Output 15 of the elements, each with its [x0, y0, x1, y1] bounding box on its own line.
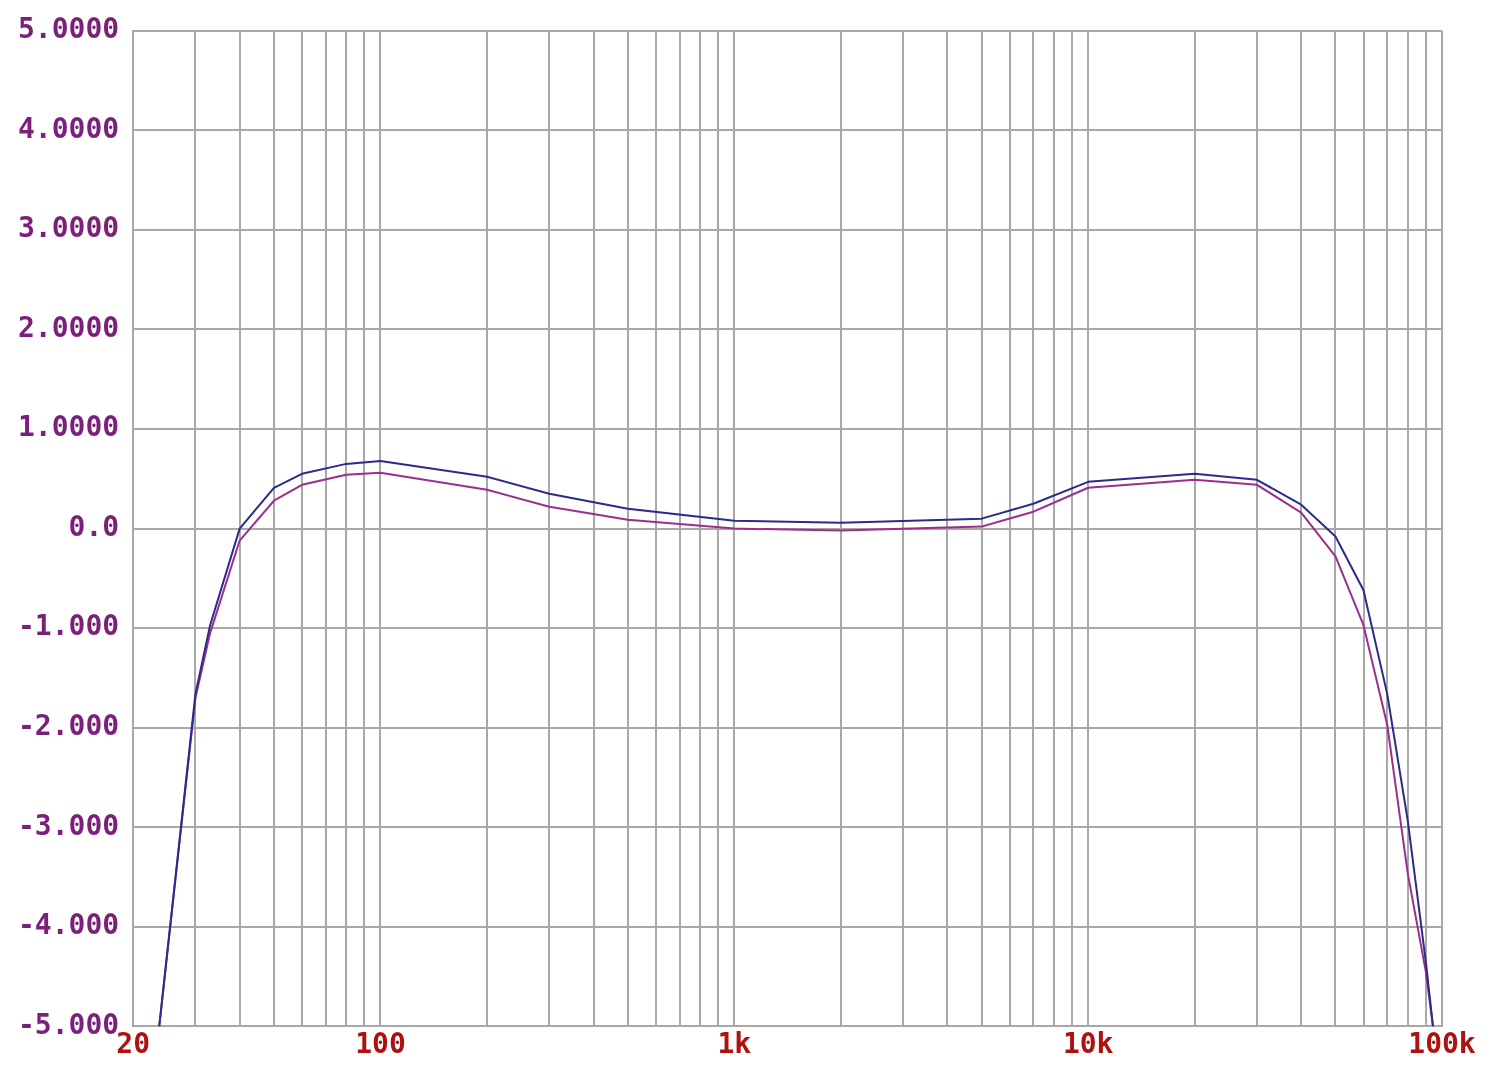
y-tick-label: -1.000	[17, 609, 120, 643]
x-tick-label: 100	[355, 1027, 406, 1061]
y-tick-label: 0.0	[68, 509, 120, 543]
y-tick-label: 2.0000	[17, 310, 120, 344]
y-tick-label: 1.0000	[17, 410, 120, 444]
x-tick-label: 100k	[1408, 1027, 1476, 1061]
x-tick-label: 10k	[1062, 1027, 1114, 1061]
y-tick-label: -4.000	[17, 908, 120, 942]
y-tick-label: 5.0000	[17, 12, 120, 46]
x-tick-label: 1k	[717, 1027, 752, 1061]
y-tick-label: 4.0000	[17, 111, 120, 145]
y-tick-label: -2.000	[17, 709, 120, 742]
y-tick-label: -3.000	[17, 808, 120, 842]
x-tick-label: 20	[116, 1027, 150, 1061]
y-tick-label: 3.0000	[17, 211, 120, 245]
